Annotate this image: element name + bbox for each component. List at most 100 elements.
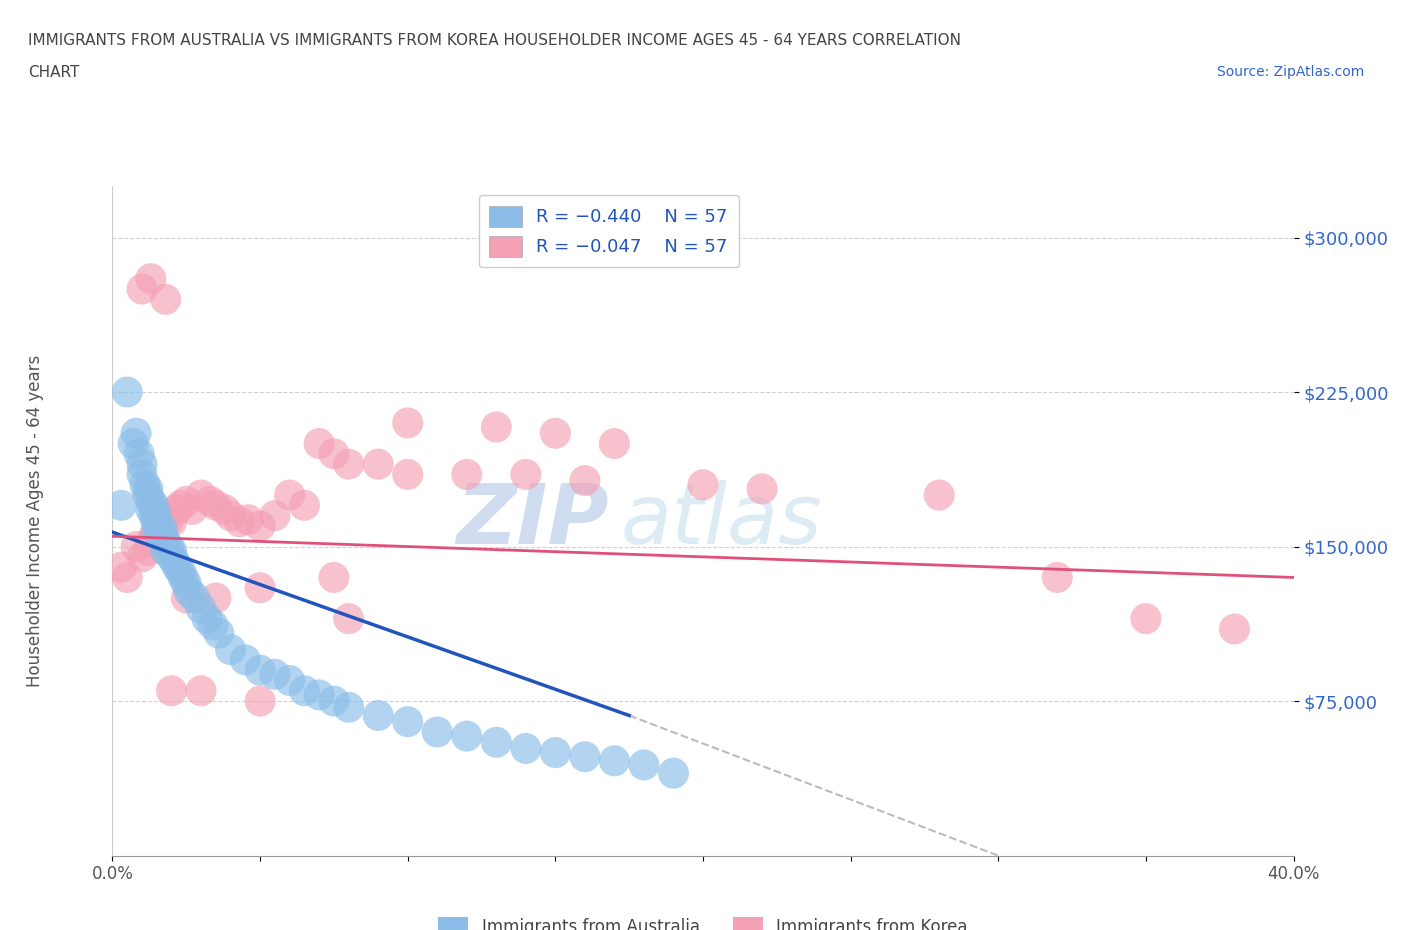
- Point: [125, 426, 148, 441]
- Point: [485, 419, 508, 434]
- Point: [152, 514, 174, 529]
- Point: [146, 508, 169, 523]
- Point: [249, 663, 271, 678]
- Point: [169, 564, 191, 578]
- Point: [149, 529, 172, 544]
- Point: [110, 560, 132, 575]
- Point: [264, 508, 287, 523]
- Point: [367, 708, 389, 723]
- Point: [396, 467, 419, 482]
- Point: [396, 714, 419, 729]
- Point: [544, 745, 567, 760]
- Point: [117, 570, 138, 585]
- Point: [125, 539, 148, 554]
- Point: [174, 591, 197, 605]
- Point: [160, 684, 183, 698]
- Point: [603, 436, 626, 451]
- Point: [179, 584, 201, 599]
- Point: [426, 724, 449, 739]
- Text: IMMIGRANTS FROM AUSTRALIA VS IMMIGRANTS FROM KOREA HOUSEHOLDER INCOME AGES 45 - : IMMIGRANTS FROM AUSTRALIA VS IMMIGRANTS …: [28, 33, 962, 47]
- Text: ZIP: ZIP: [456, 480, 609, 562]
- Point: [149, 519, 172, 534]
- Point: [142, 529, 165, 544]
- Point: [292, 684, 315, 698]
- Point: [190, 684, 212, 698]
- Point: [323, 570, 346, 585]
- Point: [152, 523, 174, 538]
- Point: [928, 487, 950, 502]
- Point: [205, 591, 228, 605]
- Point: [574, 750, 596, 764]
- Point: [139, 272, 162, 286]
- Point: [117, 385, 138, 400]
- Point: [337, 699, 360, 714]
- Point: [149, 523, 172, 538]
- Point: [110, 498, 132, 512]
- Point: [181, 502, 204, 517]
- Point: [367, 457, 389, 472]
- Point: [134, 477, 156, 492]
- Point: [136, 482, 159, 497]
- Text: Source: ZipAtlas.com: Source: ZipAtlas.com: [1216, 65, 1364, 79]
- Point: [219, 642, 242, 657]
- Point: [1135, 611, 1157, 626]
- Point: [139, 502, 162, 517]
- Point: [323, 694, 346, 709]
- Point: [190, 487, 212, 502]
- Point: [155, 292, 177, 307]
- Point: [233, 653, 256, 668]
- Point: [131, 457, 153, 472]
- Text: atlas: atlas: [620, 480, 823, 562]
- Point: [152, 529, 174, 544]
- Point: [174, 494, 197, 509]
- Point: [166, 560, 188, 575]
- Point: [136, 543, 159, 558]
- Point: [228, 514, 250, 529]
- Point: [323, 446, 346, 461]
- Point: [142, 498, 165, 512]
- Point: [292, 498, 315, 512]
- Point: [278, 673, 301, 688]
- Point: [139, 494, 162, 509]
- Point: [190, 601, 212, 616]
- Point: [485, 735, 508, 750]
- Point: [692, 477, 714, 492]
- Point: [155, 508, 177, 523]
- Point: [662, 765, 685, 780]
- Point: [131, 550, 153, 565]
- Point: [603, 753, 626, 768]
- Point: [146, 523, 169, 538]
- Point: [201, 618, 224, 632]
- Point: [155, 535, 177, 550]
- Point: [146, 519, 169, 534]
- Point: [751, 482, 773, 497]
- Point: [155, 543, 177, 558]
- Point: [337, 457, 360, 472]
- Point: [249, 519, 271, 534]
- Point: [308, 687, 330, 702]
- Point: [544, 426, 567, 441]
- Text: Householder Income Ages 45 - 64 years: Householder Income Ages 45 - 64 years: [27, 354, 44, 687]
- Point: [515, 741, 537, 756]
- Point: [249, 694, 271, 709]
- Point: [172, 570, 194, 585]
- Point: [195, 611, 218, 626]
- Point: [139, 535, 162, 550]
- Point: [1223, 621, 1246, 636]
- Point: [219, 508, 242, 523]
- Point: [208, 626, 231, 641]
- Point: [308, 436, 330, 451]
- Point: [574, 473, 596, 488]
- Point: [515, 467, 537, 482]
- Point: [142, 508, 165, 523]
- Point: [160, 543, 183, 558]
- Point: [163, 553, 186, 568]
- Text: CHART: CHART: [28, 65, 80, 80]
- Point: [337, 611, 360, 626]
- Point: [122, 436, 145, 451]
- Point: [166, 502, 188, 517]
- Point: [456, 467, 478, 482]
- Point: [264, 667, 287, 682]
- Point: [160, 550, 183, 565]
- Point: [456, 729, 478, 744]
